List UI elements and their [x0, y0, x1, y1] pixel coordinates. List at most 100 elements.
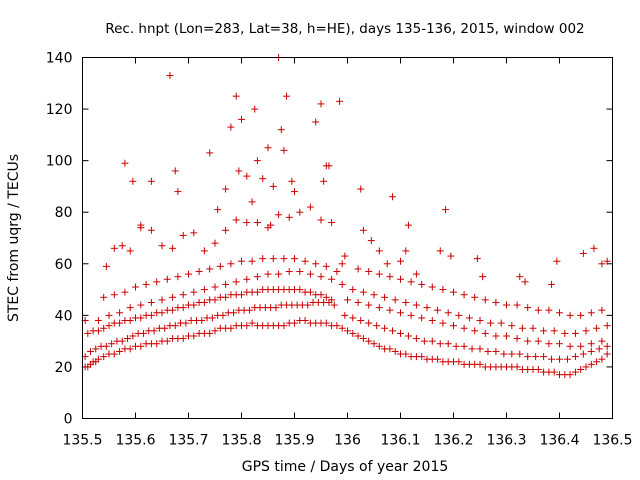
x-tick-label: 135.5 [62, 433, 102, 449]
data-point [386, 306, 394, 314]
data-point [391, 296, 399, 304]
data-point [590, 244, 598, 252]
data-point [407, 311, 415, 319]
data-point [603, 257, 611, 265]
y-tick-label: 80 [55, 205, 73, 221]
data-point [524, 337, 532, 345]
data-point [169, 306, 177, 314]
data-point [383, 260, 391, 268]
data-point [548, 280, 556, 288]
data-point [283, 92, 291, 100]
data-point [529, 324, 537, 332]
data-point [344, 296, 351, 304]
data-point [577, 366, 585, 374]
data-point [251, 105, 259, 113]
data-point [418, 314, 426, 322]
data-point [211, 283, 219, 291]
data-point [280, 255, 288, 263]
data-point [317, 216, 325, 224]
data-point [367, 237, 375, 245]
data-point [163, 337, 171, 345]
data-point [100, 353, 108, 361]
data-point [587, 340, 595, 348]
data-point [94, 327, 102, 335]
data-point [516, 350, 524, 358]
data-point [598, 337, 606, 345]
data-point [322, 319, 330, 327]
data-point [267, 221, 275, 229]
data-point [444, 340, 452, 348]
data-point [304, 301, 312, 309]
data-point [296, 208, 304, 216]
data-point [118, 337, 126, 345]
data-point [190, 332, 198, 340]
data-point [513, 301, 521, 309]
data-point [598, 355, 606, 363]
data-point [129, 177, 137, 185]
data-point [381, 293, 389, 301]
data-point [468, 345, 476, 353]
data-point [545, 306, 553, 314]
data-point [121, 159, 129, 167]
data-point [534, 337, 542, 345]
data-point [593, 324, 601, 332]
data-point [137, 221, 145, 229]
data-point [158, 242, 166, 250]
data-point [264, 144, 272, 152]
data-point [500, 350, 508, 358]
data-point [571, 329, 579, 337]
data-point [206, 149, 214, 157]
data-point [185, 270, 192, 278]
x-tick-label: 136.1 [380, 433, 420, 449]
data-point [571, 353, 579, 361]
data-point [328, 296, 336, 304]
data-point [481, 296, 489, 304]
data-point [593, 358, 601, 366]
data-point [137, 314, 145, 322]
data-point [550, 327, 558, 335]
data-point [253, 288, 261, 296]
data-point [301, 257, 309, 265]
data-point [389, 327, 397, 335]
data-point [473, 255, 481, 263]
data-point [412, 270, 420, 278]
data-point [556, 355, 563, 363]
data-point [238, 115, 245, 123]
data-point [126, 304, 134, 312]
data-point [402, 298, 410, 306]
data-point [354, 332, 362, 340]
data-point [84, 329, 92, 337]
data-point [248, 198, 256, 206]
data-point [595, 345, 603, 353]
data-point [169, 293, 177, 301]
data-point [317, 100, 325, 108]
x-tick-label: 136.2 [433, 433, 473, 449]
data-point [195, 268, 203, 276]
data-point [126, 345, 134, 353]
x-tick-label: 135.6 [115, 433, 155, 449]
data-point [566, 371, 574, 379]
data-point [317, 291, 325, 299]
data-point [163, 275, 171, 283]
data-point [222, 280, 230, 288]
data-point [397, 275, 404, 283]
data-point [208, 314, 216, 322]
data-point [587, 347, 595, 355]
data-point [465, 314, 473, 322]
data-point [222, 226, 230, 234]
data-point [92, 345, 100, 353]
x-tick-label: 136.5 [592, 433, 632, 449]
data-point [110, 350, 118, 358]
data-point [450, 322, 457, 330]
data-point [182, 319, 190, 327]
data-point [354, 265, 362, 273]
data-point [540, 327, 548, 335]
data-point [147, 311, 155, 319]
data-point [245, 306, 253, 314]
data-point [102, 262, 110, 270]
data-point [166, 72, 174, 80]
data-point [219, 311, 227, 319]
data-point [442, 206, 450, 214]
data-point [550, 368, 558, 376]
data-point [412, 301, 420, 309]
